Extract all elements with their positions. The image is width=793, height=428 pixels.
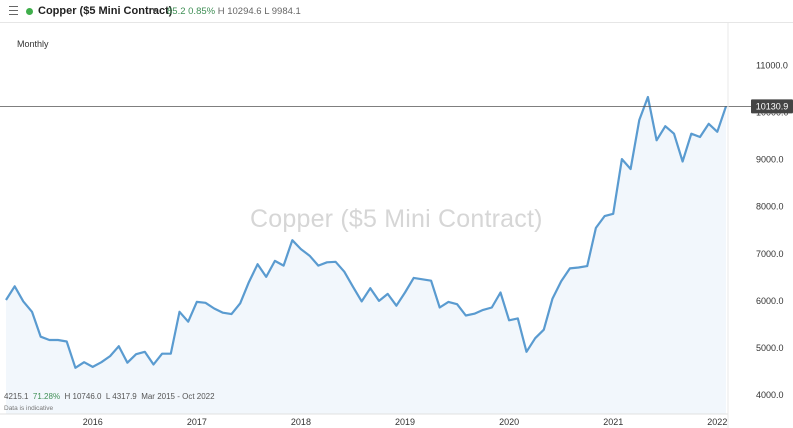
x-tick-label: 2021 xyxy=(603,417,623,427)
x-tick-label: 2020 xyxy=(499,417,519,427)
price-line xyxy=(5,95,728,369)
instrument-title: Copper ($5 Mini Contract) xyxy=(38,5,173,17)
y-tick-label: 6000.0 xyxy=(756,296,784,306)
y-tick-label: 11000.0 xyxy=(756,60,788,70)
chart-watermark: Copper ($5 Mini Contract) xyxy=(250,205,543,233)
x-tick-label: 2016 xyxy=(83,417,103,427)
header-change-pct: 0.85% xyxy=(188,6,216,17)
svg-text:10130.9: 10130.9 xyxy=(756,101,789,111)
y-tick-label: 9000.0 xyxy=(756,155,784,165)
header-stats: 85.2 0.85% H 10294.6 L 9984.1 xyxy=(167,6,301,17)
chart-header: Copper ($5 Mini Contract) ▾ 85.2 0.85% H… xyxy=(0,0,793,23)
market-status-dot xyxy=(26,8,33,15)
y-tick-label: 5000.0 xyxy=(756,343,784,353)
header-low: L 9984.1 xyxy=(264,6,301,17)
footer-low: L 4317.9 xyxy=(105,392,137,401)
y-tick-label: 4000.0 xyxy=(756,390,784,400)
x-tick-label: 2018 xyxy=(291,417,311,427)
footer-stats: 4215.1 71.28% H 10746.0 L 4317.9 Mar 201… xyxy=(4,392,215,401)
hamburger-menu-icon[interactable] xyxy=(9,6,18,15)
y-tick-label: 7000.0 xyxy=(756,249,784,259)
last-price-tag: 10130.9 xyxy=(751,99,793,114)
x-axis: 2016 2017 2018 2019 2020 2021 2022 xyxy=(83,417,728,427)
data-indicative-note: Data is indicative xyxy=(4,405,54,412)
footer-range: Mar 2015 - Oct 2022 xyxy=(141,392,215,401)
footer-change: 4215.1 xyxy=(4,392,29,401)
y-tick-label: 8000.0 xyxy=(756,202,784,212)
footer-high: H 10746.0 xyxy=(64,392,102,401)
price-area-fill xyxy=(6,97,726,414)
instrument-dropdown-icon[interactable]: ▾ xyxy=(152,5,157,15)
x-tick-label: 2022 xyxy=(707,417,727,427)
header-change: 85.2 xyxy=(167,6,186,17)
header-high: H 10294.6 xyxy=(217,6,262,17)
x-tick-label: 2019 xyxy=(395,417,415,427)
footer-change-pct: 71.28% xyxy=(32,392,61,401)
period-label[interactable]: Monthly xyxy=(17,39,49,49)
x-tick-label: 2017 xyxy=(187,417,207,427)
